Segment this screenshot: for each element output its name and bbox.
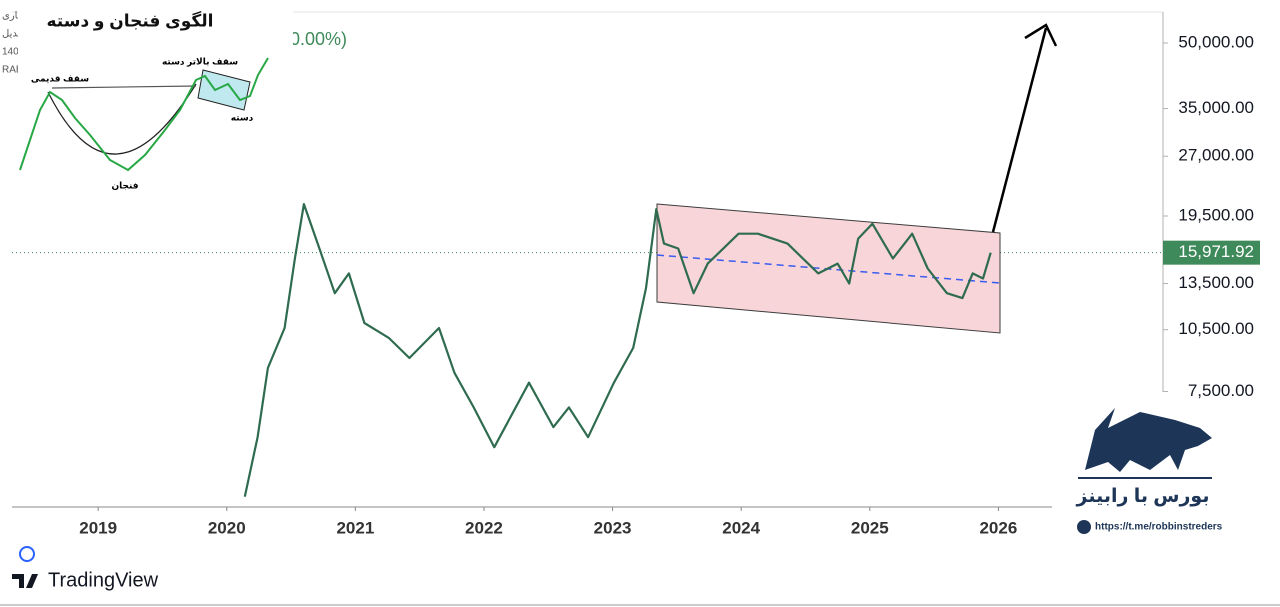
logo-name: بورس با رابینز — [1076, 486, 1210, 507]
hidden-text: ساری) — [2, 11, 29, 22]
y-tick-label: 7,500.00 — [1188, 381, 1254, 400]
logo-url: https://t.me/robbinstreders — [1095, 522, 1223, 533]
cup-curve — [47, 83, 197, 155]
inset-label: دسته — [231, 112, 254, 122]
x-tick-label: 2019 — [79, 518, 117, 537]
y-tick-label: 19,500.00 — [1178, 205, 1254, 224]
target-arrow — [991, 27, 1048, 233]
telegram-icon — [1077, 520, 1091, 534]
marker-icon — [19, 546, 35, 562]
series-layer — [243, 203, 992, 497]
y-tick-label: 27,000.00 — [1178, 146, 1254, 165]
logo: بورس با رابینز https://t.me/robbinstrede… — [1052, 392, 1230, 546]
inset: الگوی فنجان و دسته سقف قدیمی سقف بالاتر … — [18, 0, 293, 195]
hidden-text: تعدیل — [2, 29, 25, 40]
x-tick-label: 2022 — [465, 518, 503, 537]
inset-label: سقف بالاتر دسته — [162, 56, 238, 67]
target-arrow-head — [1024, 23, 1058, 47]
x-tick-label: 2023 — [594, 518, 632, 537]
y-tick-label: 50,000.00 — [1178, 33, 1254, 52]
y-tick-label: 10,500.00 — [1178, 319, 1254, 338]
old-top-arrow — [51, 85, 197, 89]
x-tick-label: 2026 — [979, 518, 1017, 537]
hidden-text: RABI — [2, 65, 25, 76]
inset-label: فنجان — [111, 180, 138, 190]
partial-change: 0.00%) — [290, 29, 347, 49]
inset-title: الگوی فنجان و دسته — [47, 10, 214, 31]
x-tick-label: 2024 — [722, 518, 760, 537]
handle-box — [197, 69, 251, 111]
x-tick-label: 2021 — [336, 518, 374, 537]
last-price-label: 15,971.92 — [1178, 242, 1254, 261]
y-tick-label: 35,000.00 — [1178, 98, 1254, 117]
x-tick-label: 2020 — [208, 518, 246, 537]
hidden-text: 1404 — [2, 47, 25, 58]
logo-bull — [1085, 408, 1212, 472]
x-tick-label: 2025 — [851, 518, 889, 537]
brand: TradingView — [48, 569, 159, 591]
y-tick-label: 13,500.00 — [1178, 273, 1254, 292]
inset-price — [19, 57, 269, 172]
tv-logo — [12, 574, 38, 588]
inset-label: سقف قدیمی — [31, 73, 89, 83]
last-price-tag — [1163, 240, 1260, 265]
price-line — [243, 203, 992, 497]
